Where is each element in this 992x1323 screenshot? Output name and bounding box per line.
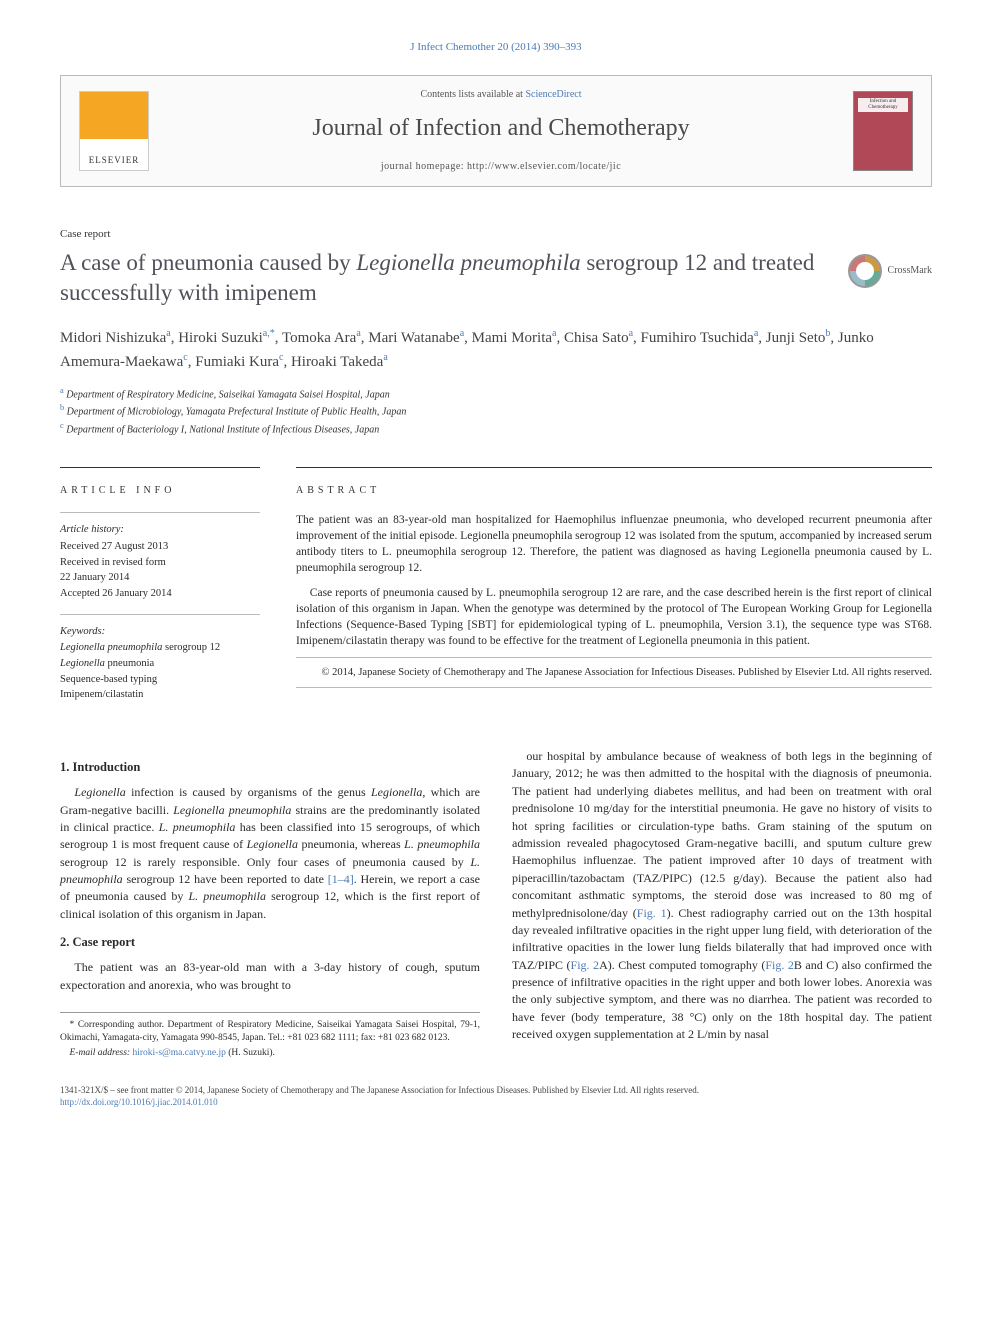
email-link[interactable]: hiroki-s@ma.catvy.ne.jp [132,1048,225,1058]
corr-author: * Corresponding author. Department of Re… [60,1019,480,1045]
intro-text: Legionella infection is caused by organi… [60,784,480,923]
keyword: Imipenem/cilastatin [60,688,260,703]
keywords-label: Keywords: [60,625,260,640]
body-text: 1. Introduction Legionella infection is … [60,748,932,1060]
footer-copyright: 1341-321X/$ – see front matter © 2014, J… [60,1084,932,1097]
abstract: ABSTRACT The patient was an 83-year-old … [296,467,932,704]
homepage-line: journal homepage: http://www.elsevier.co… [167,160,835,174]
history-item: Received in revised form [60,556,260,571]
affiliation: c Department of Bacteriology I, National… [60,420,932,437]
crossmark-icon [848,254,882,288]
affiliations: a Department of Respiratory Medicine, Sa… [60,385,932,437]
doi-link[interactable]: http://dx.doi.org/10.1016/j.jiac.2014.01… [60,1097,218,1107]
header-citation: J Infect Chemother 20 (2014) 390–393 [60,40,932,55]
abstract-p1: The patient was an 83-year-old man hospi… [296,512,932,576]
case-p2: our hospital by ambulance because of wea… [512,748,932,1044]
fig-link[interactable]: Fig. 2 [765,958,794,972]
keyword: Legionella pneumophila serogroup 12 [60,641,260,656]
article-info: ARTICLE INFO Article history: Received 2… [60,467,260,704]
history-item: Accepted 26 January 2014 [60,587,260,602]
ref-link[interactable]: [1–4] [328,872,354,886]
journal-cover-thumb: Infection and Chemotherapy [853,91,913,171]
intro-heading: 1. Introduction [60,758,480,776]
abstract-p2: Case reports of pneumonia caused by L. p… [296,585,932,649]
article-type: Case report [60,227,932,242]
history-item: Received 27 August 2013 [60,540,260,555]
masthead-center: Contents lists available at ScienceDirec… [167,88,835,174]
case-heading: 2. Case report [60,933,480,951]
contents-line: Contents lists available at ScienceDirec… [167,88,835,102]
article-title: A case of pneumonia caused by Legionella… [60,248,828,308]
crossmark[interactable]: CrossMark [848,254,932,288]
abstract-heading: ABSTRACT [296,484,932,498]
footnotes: * Corresponding author. Department of Re… [60,1012,480,1059]
keywords: Keywords: Legionella pneumophila serogro… [60,614,260,703]
contents-prefix: Contents lists available at [420,89,525,100]
cover-thumb-label: Infection and Chemotherapy [859,99,907,110]
fig-link[interactable]: Fig. 1 [637,906,667,920]
affiliation: b Department of Microbiology, Yamagata P… [60,402,932,419]
keyword: Sequence-based typing [60,673,260,688]
title-pre: A case of pneumonia caused by [60,250,356,275]
sciencedirect-link[interactable]: ScienceDirect [525,89,581,100]
homepage-link[interactable]: http://www.elsevier.com/locate/jic [467,161,621,172]
article-history: Article history: Received 27 August 2013… [60,512,260,601]
article-info-heading: ARTICLE INFO [60,484,260,498]
homepage-prefix: journal homepage: [381,161,467,172]
abstract-copyright: © 2014, Japanese Society of Chemotherapy… [296,657,932,681]
journal-name: Journal of Infection and Chemotherapy [167,112,835,146]
history-label: Article history: [60,523,260,538]
history-item: 22 January 2014 [60,571,260,586]
affiliation: a Department of Respiratory Medicine, Sa… [60,385,932,402]
case-p1: The patient was an 83-year-old man with … [60,959,480,994]
title-italic: Legionella pneumophila [356,250,580,275]
crossmark-label: CrossMark [888,264,932,278]
page-footer: 1341-321X/$ – see front matter © 2014, J… [60,1084,932,1109]
fig-link[interactable]: Fig. 2 [571,958,600,972]
corr-email: E-mail address: hiroki-s@ma.catvy.ne.jp … [60,1047,480,1060]
elsevier-logo: ELSEVIER [79,91,149,171]
keyword: Legionella pneumonia [60,657,260,672]
authors: Midori Nishizukaa, Hiroki Suzukia,*, Tom… [60,326,932,373]
publisher-logo-label: ELSEVIER [89,154,140,167]
masthead: ELSEVIER Contents lists available at Sci… [60,75,932,187]
abstract-rule [296,687,932,688]
